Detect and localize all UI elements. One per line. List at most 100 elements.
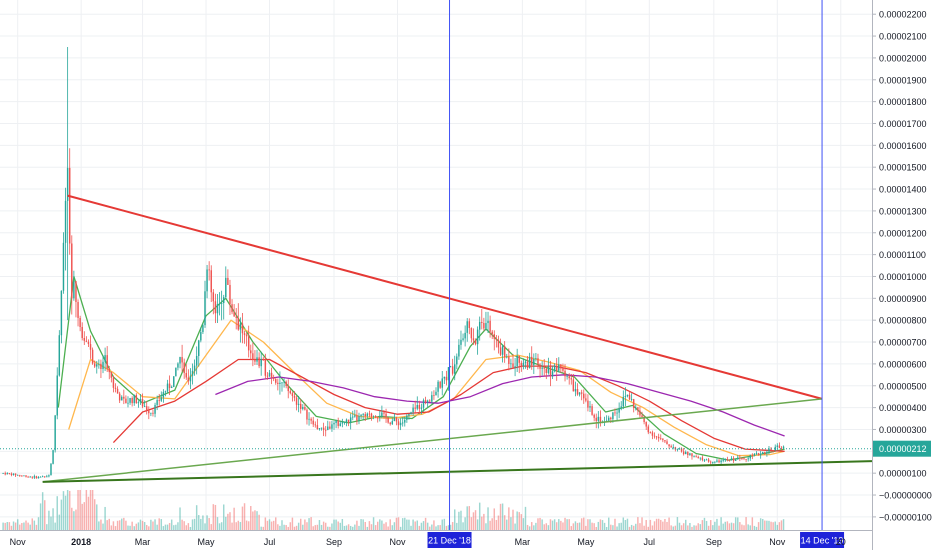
candle-body [329, 426, 331, 429]
candle-body [2, 473, 4, 474]
candle-body [239, 323, 242, 330]
candle-body [306, 409, 308, 420]
candle-body [595, 417, 597, 421]
volume-bar [133, 526, 135, 530]
volume-bar [768, 520, 770, 530]
candle-body [71, 243, 73, 299]
volume-bar [222, 504, 225, 530]
candle-body [318, 428, 321, 430]
candle-body [343, 422, 346, 423]
volume-bar [549, 519, 552, 530]
volume-bar [360, 519, 362, 530]
candle-body [680, 448, 683, 452]
moving-average-line [57, 275, 785, 461]
volume-bar [551, 520, 554, 530]
volume-bar [60, 499, 63, 530]
volume-bar [397, 517, 400, 530]
volume-bar [635, 523, 637, 530]
candle-body [260, 359, 262, 367]
candle-body [14, 473, 17, 476]
candle-body [647, 426, 650, 433]
candle-body [366, 413, 369, 417]
candle-body [258, 357, 260, 367]
candle-body [526, 361, 529, 369]
candle-body [472, 338, 475, 341]
candle-body [108, 368, 110, 373]
candle-body [560, 364, 562, 369]
volume-bar [433, 520, 435, 530]
candle-body [52, 450, 54, 464]
price-tick-label: 0.00001300 [879, 206, 927, 216]
trendlines[interactable] [42, 194, 873, 483]
candle-body [751, 454, 754, 456]
candle-body [499, 347, 502, 355]
time-axis[interactable]: Nov 2018 Mar May Jul Sep Nov Mar May Jul Sep Nov 20 [0, 530, 872, 548]
volume-bar [21, 522, 23, 530]
volume-bar [385, 522, 387, 530]
volume-bar [464, 517, 466, 530]
volume-bar [302, 524, 304, 530]
vertical-markers[interactable]: 21 Dec '18 14 Dec '19 [427, 0, 845, 548]
volume-bar [533, 525, 535, 530]
volume-bar [707, 525, 710, 530]
candle-body [281, 382, 283, 384]
volume-bar [406, 519, 408, 530]
volume-bar [347, 524, 350, 530]
volume-bar [345, 525, 348, 530]
volume-bar [666, 521, 668, 530]
volume-bar [545, 523, 548, 530]
candle-body [283, 381, 285, 383]
volume-bar [368, 521, 371, 530]
candle-body [412, 407, 414, 413]
volume-bar [445, 525, 448, 530]
volume-bar [410, 525, 412, 530]
volume-bar [593, 523, 595, 530]
volume-bar [495, 519, 498, 530]
volume-bar [616, 526, 618, 530]
moving-averages [57, 275, 785, 461]
candle-body [724, 458, 727, 461]
candle-body [424, 400, 427, 403]
volume-bar [728, 523, 731, 530]
volume-bar [624, 520, 627, 530]
volume-bar [256, 511, 258, 530]
volume-bar [266, 520, 269, 530]
volume-bar [358, 525, 360, 530]
candle-body [699, 457, 702, 459]
price-tick-label: 0.00001600 [879, 141, 927, 151]
candle-body [358, 416, 360, 421]
candle-body [691, 453, 693, 457]
volume-bar [116, 520, 119, 530]
volume-bar [179, 507, 181, 530]
volume-bar [143, 522, 146, 530]
volume-bar [329, 526, 331, 530]
candle-body [112, 377, 115, 388]
candle-body [233, 312, 235, 317]
time-tick-label: Nov [389, 537, 406, 547]
candle-body [162, 392, 165, 398]
volume-bar [514, 523, 516, 530]
candle-body [518, 355, 520, 363]
candle-body [385, 413, 387, 418]
candle-body [408, 413, 410, 416]
candle-body [614, 412, 616, 414]
volume-bar [543, 524, 545, 530]
candle-body [449, 366, 452, 368]
candle-body [41, 476, 44, 478]
candle-body [272, 377, 275, 380]
volume-bar [651, 525, 654, 530]
candle-body [718, 460, 720, 463]
volume-bar [281, 520, 283, 530]
candle-body [709, 461, 712, 463]
volume-bar [664, 518, 666, 530]
volume-bar [680, 525, 683, 530]
candle-body [218, 303, 221, 305]
candle-body [8, 473, 11, 474]
candle-body [222, 297, 225, 303]
volume-bar [100, 519, 102, 530]
volume-bar [443, 518, 446, 530]
candle-body [60, 290, 63, 336]
